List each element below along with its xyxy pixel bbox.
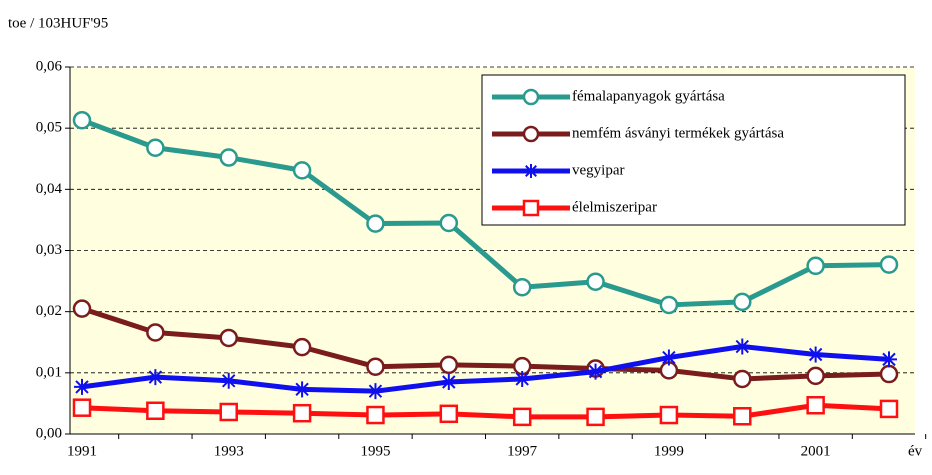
marker [292,337,312,357]
legend-label: vegyipar [572,162,624,178]
marker [659,405,679,425]
marker [294,381,311,398]
y-tick-label: 0,00 [36,425,62,441]
marker [292,161,312,180]
marker [72,299,92,318]
y-tick-label: 0,03 [36,242,62,258]
x-tick-label: 1995 [360,443,390,459]
y-tick-label: 0,05 [36,120,62,136]
x-axis-label: év [908,443,923,459]
marker [586,272,605,291]
legend-label: élelmiszeripar [572,199,657,215]
marker [439,355,459,375]
marker [219,328,238,348]
marker [733,292,752,312]
y-tick-label: 0,02 [36,303,62,319]
y-axis-label: toe / 103HUF'95 [8,15,108,31]
marker [587,363,604,380]
marker [881,351,897,368]
marker [219,148,238,167]
marker [512,407,532,427]
marker [367,383,384,400]
legend-label: nemfém ásványi termékek gyártása [572,125,784,141]
marker [439,213,459,233]
x-tick-label: 1999 [654,443,684,459]
marker [522,199,540,217]
y-tick-label: 0,01 [36,364,62,380]
legend: fémalapanyagok gyártása nemfém ásványi te… [481,74,906,226]
marker [524,164,538,178]
series-line [81,117,890,308]
marker [366,357,385,376]
marker [366,405,385,425]
marker [522,125,540,143]
marker [219,402,238,422]
marker [220,372,237,389]
series-line [81,344,890,394]
y-tick-label: 0,04 [36,181,63,197]
marker [146,323,165,342]
marker [146,138,165,157]
marker [733,407,752,426]
marker [146,401,165,421]
marker [439,404,459,424]
marker [733,369,752,389]
marker [659,295,679,315]
marker [879,255,899,274]
marker [734,338,751,355]
marker [806,396,825,415]
legend-label: fémalapanyagok gyártása [572,88,725,104]
marker [807,346,824,363]
series-line [81,402,890,420]
x-tick-label: 1991 [67,443,97,459]
marker [440,374,457,391]
marker [74,378,90,395]
marker [147,369,164,386]
x-tick-label: 1997 [507,443,538,459]
marker [522,88,540,106]
marker [806,256,825,276]
marker [292,403,312,423]
marker [879,364,899,384]
marker [72,110,92,130]
x-tick-label: 1993 [214,443,244,459]
y-tick-label: 0,06 [36,58,63,74]
marker [806,366,825,386]
marker [72,398,92,417]
marker [879,399,899,419]
series-line [81,306,890,382]
marker [586,407,605,427]
marker [512,277,532,297]
marker [514,370,531,387]
marker [366,214,385,233]
legend-box [481,74,906,226]
x-tick-label: 2001 [801,443,831,459]
marker [660,349,677,366]
